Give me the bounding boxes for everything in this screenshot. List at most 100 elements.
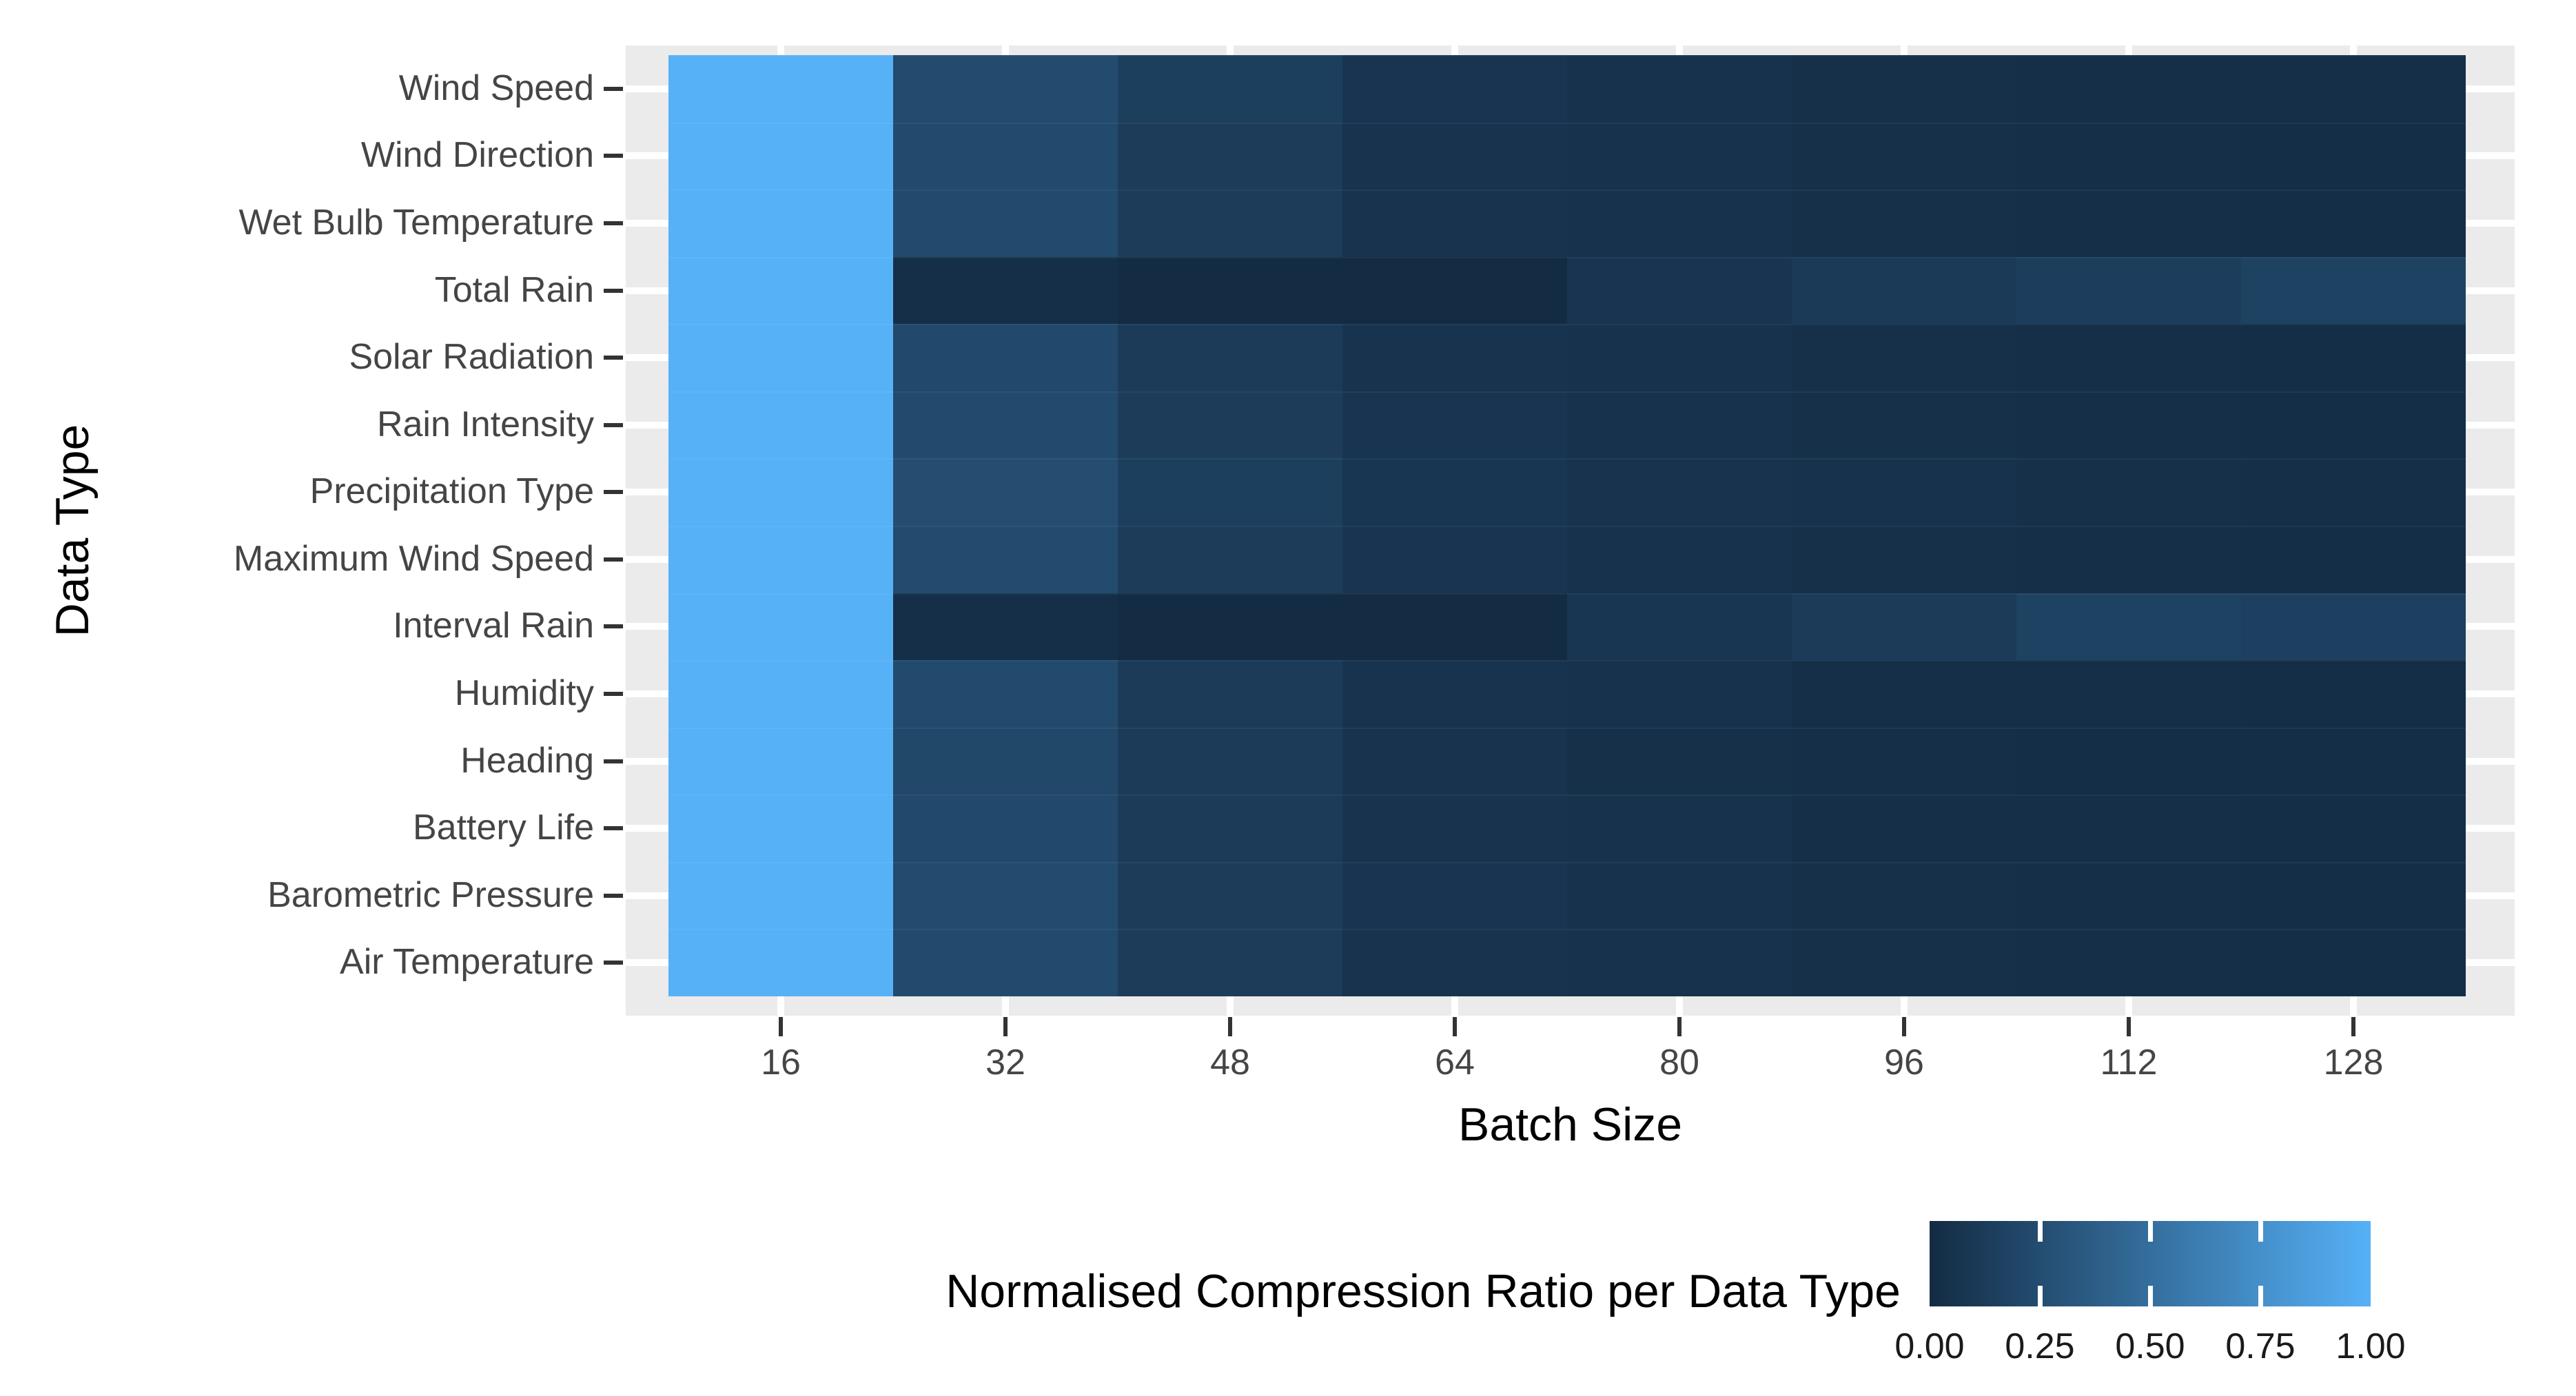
heatmap-cell	[1567, 55, 1792, 123]
heatmap-cell	[1118, 929, 1342, 996]
heatmap-cell	[2241, 55, 2466, 123]
heatmap-cell	[1567, 458, 1792, 526]
x-tick-label: 16	[761, 1043, 801, 1082]
x-tick-label: 112	[2100, 1043, 2158, 1082]
heatmap-cell	[893, 324, 1118, 391]
heatmap-cell	[2016, 593, 2241, 661]
heatmap-cell	[893, 861, 1118, 930]
heatmap-cell	[668, 391, 893, 459]
heatmap-cell	[1567, 929, 1792, 996]
heatmap-cell	[893, 929, 1118, 996]
heatmap-cell	[1342, 55, 1567, 123]
heatmap-cell	[893, 391, 1118, 459]
heatmap-cell	[1792, 458, 2016, 526]
y-tick-label: Battery Life	[412, 808, 594, 848]
y-tick-label: Rain Intensity	[376, 404, 594, 444]
y-tick-mark	[604, 86, 623, 91]
heatmap-cell	[1342, 122, 1567, 190]
y-tick-mark	[604, 557, 623, 562]
heatmap-cell	[1342, 189, 1567, 257]
x-tick-label: 128	[2323, 1043, 2384, 1082]
heatmap-cell	[1118, 122, 1342, 190]
heatmap-cell	[893, 256, 1118, 325]
heatmap-cell	[1792, 122, 2016, 190]
y-tick-label: Maximum Wind Speed	[233, 538, 594, 579]
heatmap-cell	[1342, 660, 1567, 728]
y-tick-mark	[604, 893, 623, 898]
heatmap-cell	[1118, 794, 1342, 862]
x-tick-mark	[1902, 1017, 1906, 1036]
heatmap-cell	[668, 660, 893, 728]
heatmap-cell	[1792, 256, 2016, 325]
heatmap-cell	[1118, 189, 1342, 257]
x-tick-label: 32	[985, 1043, 1025, 1082]
heatmap-cell	[1567, 861, 1792, 930]
heatmap-cell	[1342, 324, 1567, 391]
heatmap-cell	[668, 189, 893, 257]
y-tick-mark	[604, 422, 623, 427]
heatmap-cell	[1342, 256, 1567, 325]
heatmap-cell	[668, 324, 893, 391]
legend-tick-label: 0.00	[1894, 1326, 1965, 1366]
y-tick-label: Humidity	[454, 673, 594, 713]
legend-tick-mark	[2258, 1221, 2263, 1242]
y-tick-mark	[604, 490, 623, 495]
x-tick-mark	[1003, 1017, 1008, 1036]
heatmap-cell	[2241, 929, 2466, 996]
heatmap-cell	[668, 256, 893, 325]
y-tick-label: Heading	[460, 740, 594, 781]
x-tick-label: 48	[1210, 1043, 1250, 1082]
legend-tick-label: 0.75	[2225, 1326, 2296, 1366]
legend-tick-mark	[2258, 1286, 2263, 1306]
heatmap-cell	[1567, 660, 1792, 728]
heatmap-cell	[1792, 660, 2016, 728]
y-tick-mark	[604, 624, 623, 629]
heatmap-cell	[1567, 391, 1792, 459]
y-tick-mark	[604, 356, 623, 360]
heatmap-cell	[668, 122, 893, 190]
x-tick-mark	[1453, 1017, 1457, 1036]
x-tick-label: 80	[1659, 1043, 1699, 1082]
y-tick-label: Barometric Pressure	[267, 874, 594, 915]
x-tick-mark	[779, 1017, 783, 1036]
heatmap-cell	[1342, 861, 1567, 930]
y-tick-label: Precipitation Type	[309, 471, 594, 512]
heatmap-cell	[1118, 458, 1342, 526]
y-tick-mark	[604, 759, 623, 763]
x-tick-mark	[1228, 1017, 1232, 1036]
legend-tick-label: 0.25	[2005, 1326, 2075, 1366]
y-tick-label: Interval Rain	[393, 606, 594, 646]
legend-tick-label: 0.50	[2115, 1326, 2185, 1366]
y-tick-mark	[604, 961, 623, 965]
heatmap-cell	[1792, 189, 2016, 257]
heatmap-cell	[1118, 593, 1342, 661]
heatmap-cell	[2241, 458, 2466, 526]
y-tick-label: Wet Bulb Temperature	[238, 202, 594, 243]
heatmap-cell	[1118, 660, 1342, 728]
heatmap-cell	[668, 593, 893, 661]
heatmap-cell	[1342, 525, 1567, 593]
heatmap-cell	[1342, 391, 1567, 459]
x-tick-label: 96	[1884, 1043, 1924, 1082]
heatmap-cell	[2016, 122, 2241, 190]
heatmap-cell	[1342, 593, 1567, 661]
heatmap-cell	[1792, 929, 2016, 996]
heatmap-cell	[893, 593, 1118, 661]
heatmap-cell	[1567, 189, 1792, 257]
heatmap-cell	[2016, 794, 2241, 862]
heatmap-cell	[1792, 525, 2016, 593]
heatmap-cell	[1567, 122, 1792, 190]
heatmap-cell	[2016, 929, 2241, 996]
heatmap-cell	[1567, 794, 1792, 862]
heatmap-cell	[893, 55, 1118, 123]
heatmap-cell	[893, 525, 1118, 593]
y-tick-label: Wind Direction	[360, 135, 594, 176]
heatmap-cell	[1567, 727, 1792, 795]
heatmap-cell	[1792, 324, 2016, 391]
legend-tick-mark	[2147, 1221, 2153, 1242]
heatmap-cell	[893, 727, 1118, 795]
heatmap-cell	[668, 727, 893, 795]
heatmap-cell	[1792, 55, 2016, 123]
heatmap-cell	[1118, 324, 1342, 391]
